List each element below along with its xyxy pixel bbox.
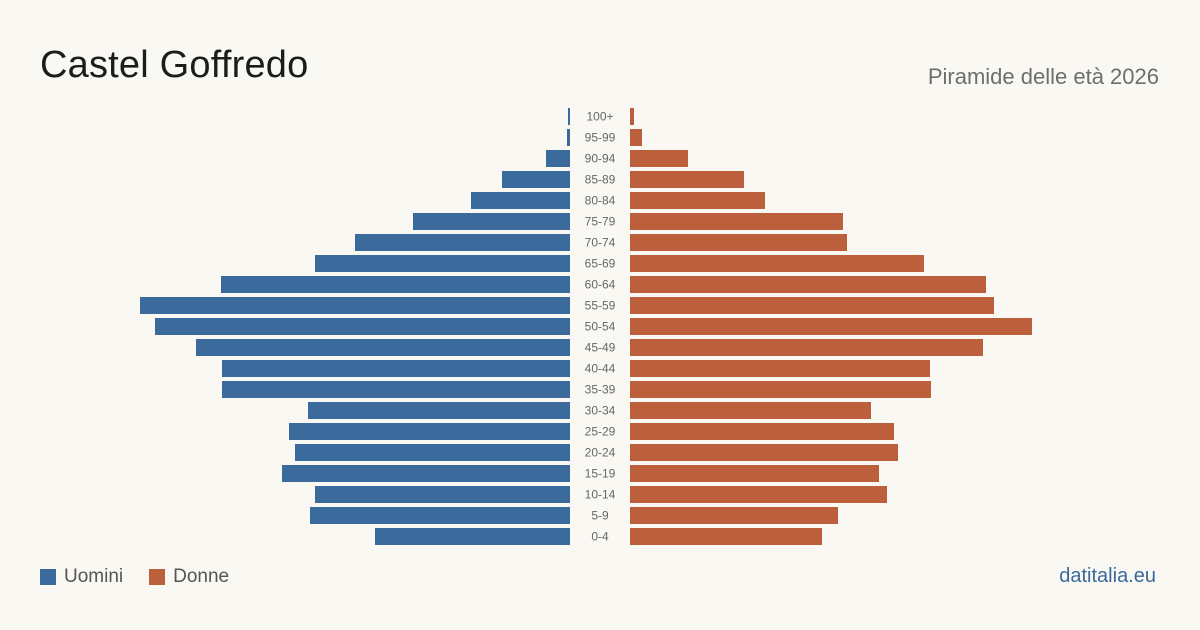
chart-subtitle: Piramide delle età 2026 (927, 64, 1159, 89)
bar-women-65-69 (630, 255, 924, 272)
age-label-25-29: 25-29 (585, 425, 616, 439)
bar-men-75-79 (413, 213, 570, 230)
bar-men-85-89 (502, 171, 570, 188)
bar-men-45-49 (196, 339, 570, 356)
legend-swatch-men (40, 569, 56, 585)
age-label-90-94: 90-94 (585, 152, 616, 166)
age-label-65-69: 65-69 (585, 257, 616, 271)
bar-women-10-14 (630, 486, 887, 503)
age-label-95-99: 95-99 (585, 131, 616, 145)
bar-women-90-94 (630, 150, 688, 167)
bar-women-60-64 (630, 276, 986, 293)
age-label-20-24: 20-24 (585, 446, 616, 460)
bar-men-60-64 (221, 276, 570, 293)
age-label-55-59: 55-59 (585, 299, 616, 313)
bar-men-100plus (568, 108, 570, 125)
bar-women-75-79 (630, 213, 843, 230)
age-label-30-34: 30-34 (585, 404, 616, 418)
bar-men-65-69 (315, 255, 570, 272)
legend-label-men: Uomini (64, 566, 124, 587)
bar-men-25-29 (289, 423, 570, 440)
bar-women-80-84 (630, 192, 765, 209)
bar-men-10-14 (315, 486, 570, 503)
source-link[interactable]: datitalia.eu (1059, 565, 1156, 587)
legend-label-women: Donne (173, 566, 230, 587)
bar-men-20-24 (295, 444, 570, 461)
legend-item-women: Donne (149, 566, 229, 588)
bar-men-40-44 (222, 360, 570, 377)
bar-men-15-19 (282, 465, 570, 482)
bar-men-50-54 (155, 318, 570, 335)
age-label-10-14: 10-14 (585, 488, 616, 502)
bar-men-35-39 (222, 381, 570, 398)
age-label-5-9: 5-9 (591, 509, 609, 523)
bar-women-5-9 (630, 507, 838, 524)
bar-men-95-99 (567, 129, 570, 146)
bar-men-55-59 (140, 297, 570, 314)
bar-women-25-29 (630, 423, 894, 440)
age-label-75-79: 75-79 (585, 215, 616, 229)
legend-item-men: Uomini (40, 566, 123, 588)
age-label-70-74: 70-74 (585, 236, 616, 250)
bar-women-15-19 (630, 465, 879, 482)
bar-women-40-44 (630, 360, 930, 377)
age-label-80-84: 80-84 (585, 194, 616, 208)
bar-women-100plus (630, 108, 634, 125)
bar-men-0-4 (375, 528, 570, 545)
bar-men-70-74 (355, 234, 570, 251)
bar-women-95-99 (630, 129, 642, 146)
age-label-0-4: 0-4 (591, 530, 609, 544)
legend: Uomini Donne (40, 566, 255, 588)
bar-women-55-59 (630, 297, 994, 314)
age-label-85-89: 85-89 (585, 173, 616, 187)
age-label-15-19: 15-19 (585, 467, 616, 481)
age-label-60-64: 60-64 (585, 278, 616, 292)
age-label-40-44: 40-44 (585, 362, 616, 376)
bar-women-20-24 (630, 444, 898, 461)
bar-women-45-49 (630, 339, 983, 356)
bar-men-5-9 (310, 507, 570, 524)
bar-women-35-39 (630, 381, 931, 398)
bar-women-0-4 (630, 528, 822, 545)
age-label-35-39: 35-39 (585, 383, 616, 397)
age-label-45-49: 45-49 (585, 341, 616, 355)
bar-women-30-34 (630, 402, 871, 419)
bar-men-30-34 (308, 402, 570, 419)
page-title: Castel Goffredo (40, 44, 309, 86)
age-label-100plus: 100+ (586, 110, 613, 124)
bar-women-85-89 (630, 171, 744, 188)
bar-women-50-54 (630, 318, 1032, 335)
bar-men-90-94 (546, 150, 570, 167)
bar-men-80-84 (471, 192, 570, 209)
bar-women-70-74 (630, 234, 847, 251)
age-label-50-54: 50-54 (585, 320, 616, 334)
legend-swatch-women (149, 569, 166, 585)
